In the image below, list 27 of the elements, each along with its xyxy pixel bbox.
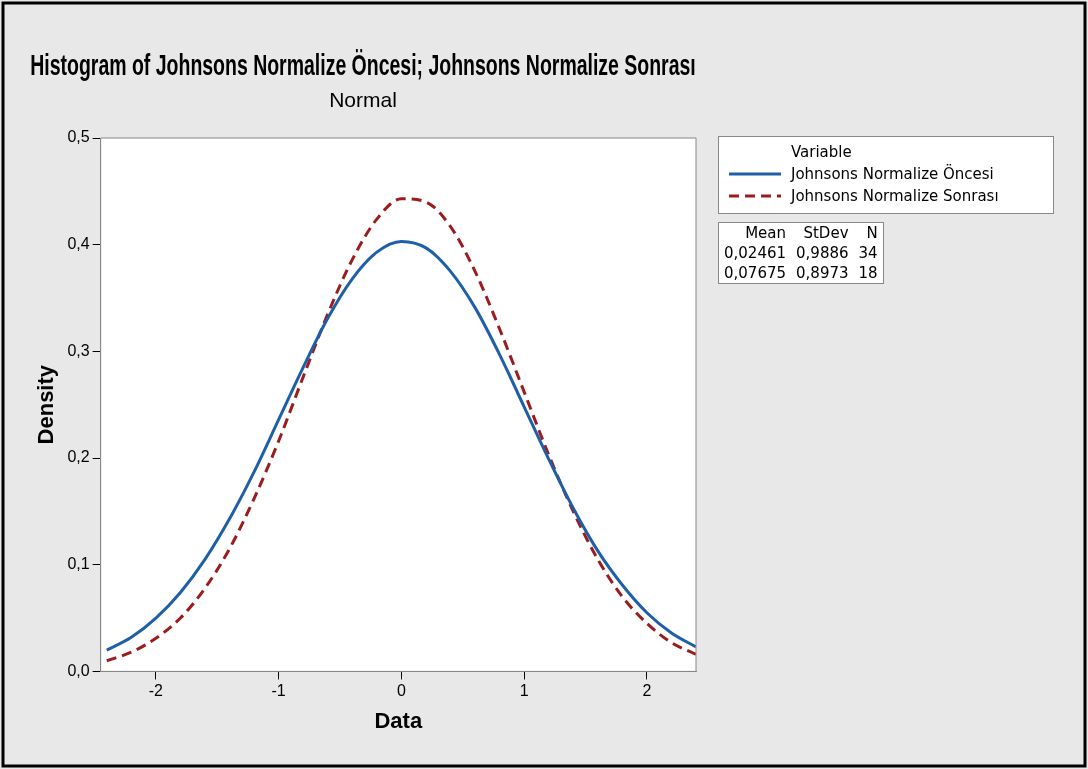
text: 0,07675: [723, 263, 788, 284]
text: 18: [857, 263, 879, 284]
text: 0,02461: [723, 243, 788, 263]
legend-label: Johnsons Normalize Öncesi: [791, 165, 994, 183]
y-tick-label: 0,5: [67, 128, 90, 146]
x-tick-label: -1: [271, 682, 286, 700]
text: N: [865, 223, 879, 243]
y-tick-label: 0,1: [67, 555, 90, 573]
y-tick-label: 0,4: [67, 235, 90, 253]
x-tick-label: 1: [519, 682, 529, 700]
chart-subtitle: Normal: [329, 88, 397, 112]
chart-title: Histogram of Johnsons Normalize Öncesi; Johnsons Normalize Sonrası: [30, 49, 696, 82]
text: 0,8973: [795, 263, 850, 284]
text: 0,9886: [795, 243, 850, 263]
legend-title: Variable: [790, 143, 853, 161]
x-tick-label: 0: [396, 682, 406, 700]
y-tick-label: 0,0: [67, 661, 90, 679]
y-tick-label: 0,3: [67, 341, 90, 359]
text: StDev: [802, 223, 850, 243]
text: Mean: [744, 223, 788, 243]
x-tick-label: 2: [642, 682, 652, 700]
legend-label: Johnsons Normalize Sonrası: [791, 187, 999, 205]
text: 34: [857, 243, 879, 263]
x-tick-label: -2: [148, 682, 164, 700]
y-axis-title: Density: [33, 364, 59, 445]
x-axis-title: Data: [374, 707, 423, 733]
y-tick-label: 0,2: [67, 448, 90, 466]
